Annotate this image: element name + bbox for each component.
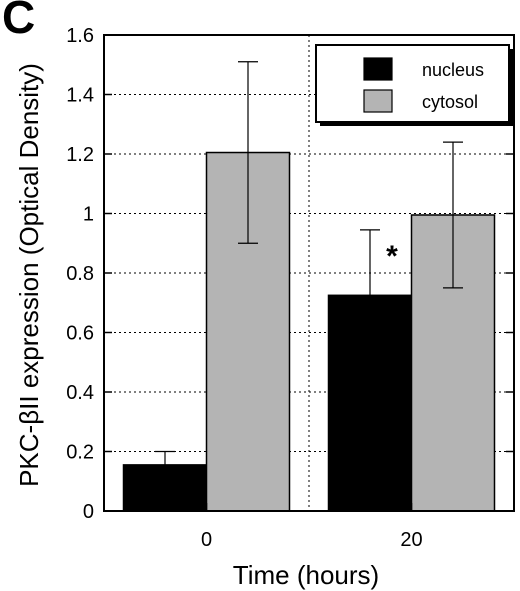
legend-label-nucleus: nucleus [422, 60, 484, 80]
y-tick-label: 0.4 [66, 382, 94, 404]
x-tick-label: 20 [400, 529, 422, 551]
x-tick-label: 0 [201, 529, 212, 551]
panel-label: C [2, 0, 36, 43]
legend-box [315, 44, 510, 123]
y-tick-label: 0.2 [66, 442, 94, 464]
y-tick-label: 0.6 [66, 323, 94, 345]
legend-label-cytosol: cytosol [422, 92, 478, 112]
y-axis-label: PKC-βII expression (Optical Density) [14, 63, 44, 487]
axes [103, 34, 515, 512]
legend-swatch-nucleus [363, 57, 393, 81]
y-tick-labels: 0 0.2 0.4 0.6 0.8 1 1.2 1.4 1.6 [66, 25, 94, 523]
x-axis-label: Time (hours) [233, 560, 379, 590]
y-tick-label: 1 [83, 204, 94, 226]
y-tick-label: 1.6 [66, 25, 94, 47]
legend: nucleus cytosol [315, 44, 513, 126]
annotations: * [386, 240, 398, 273]
y-tick-label: 0 [83, 501, 94, 523]
significance-marker: * [386, 240, 398, 273]
y-tick-label: 1.2 [66, 144, 94, 166]
bar-cytosol-20 [410, 214, 496, 512]
error-bars [155, 61, 463, 479]
x-tick-labels: 0 20 [201, 529, 423, 551]
y-tick-label: 1.4 [66, 85, 94, 107]
y-tick-label: 0.8 [66, 263, 94, 285]
legend-swatch-cytosol [363, 89, 393, 113]
plot-frame [103, 34, 515, 512]
